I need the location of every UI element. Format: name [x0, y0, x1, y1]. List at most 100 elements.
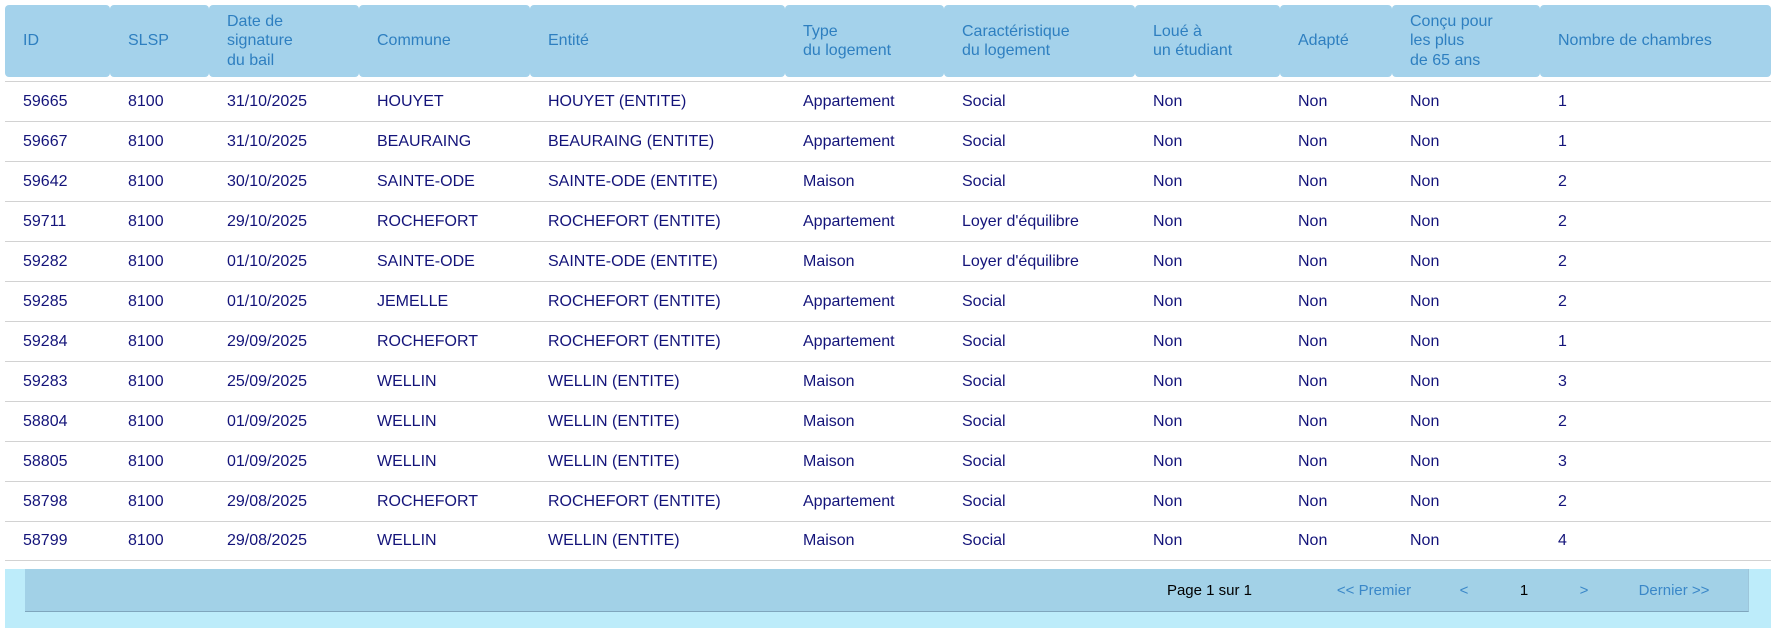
cell-loue-etudiant: Non [1153, 492, 1183, 510]
table-row[interactable]: 59283 8100 25/09/2025 WELLIN WELLIN (ENTITE)… [5, 361, 1771, 401]
cell-type-logement: Maison [803, 172, 855, 190]
column-header-label: SLSP [128, 32, 169, 50]
cell-nombre-chambres: 2 [1558, 292, 1567, 310]
cell-concu-65-ans: Non [1410, 132, 1440, 150]
lease-table-body: 59665 8100 31/10/2025 HOUYET HOUYET (ENTITE)… [5, 77, 1771, 561]
table-row[interactable]: 58804 8100 01/09/2025 WELLIN WELLIN (ENTITE)… [5, 401, 1771, 441]
cell-loue-etudiant: Non [1153, 412, 1183, 430]
cell-loue-etudiant: Non [1153, 92, 1183, 110]
table-row[interactable]: 58805 8100 01/09/2025 WELLIN WELLIN (ENTITE)… [5, 441, 1771, 481]
last-page-button[interactable]: Dernier >> [1638, 581, 1710, 599]
column-header-loue-etudiant[interactable]: Loué à un étudiant [1135, 5, 1280, 77]
cell-id: 59642 [23, 172, 68, 190]
cell-entite: HOUYET (ENTITE) [548, 92, 687, 110]
column-header-label: Nombre de chambres [1558, 32, 1712, 50]
table-row[interactable]: 59284 8100 29/09/2025 ROCHEFORT ROCHEFORT (E… [5, 321, 1771, 361]
cell-id: 59284 [23, 332, 68, 350]
cell-type-logement: Appartement [803, 332, 895, 350]
cell-entite: WELLIN (ENTITE) [548, 412, 680, 430]
column-header-entite[interactable]: Entité [530, 5, 785, 77]
cell-nombre-chambres: 2 [1558, 172, 1567, 190]
cell-commune: WELLIN [377, 412, 437, 430]
column-header-id[interactable]: ID [5, 5, 110, 77]
next-page-button[interactable]: > [1579, 581, 1589, 599]
column-header-adapte[interactable]: Adapté [1280, 5, 1392, 77]
cell-slsp: 8100 [128, 252, 164, 270]
cell-commune: SAINTE-ODE [377, 252, 475, 270]
cell-nombre-chambres: 3 [1558, 372, 1567, 390]
cell-date-signature-bail: 01/10/2025 [227, 292, 308, 310]
cell-type-logement: Maison [803, 252, 855, 270]
cell-adapte: Non [1298, 412, 1328, 430]
column-header-label: Adapté [1298, 32, 1349, 50]
cell-slsp: 8100 [128, 412, 164, 430]
cell-adapte: Non [1298, 332, 1328, 350]
cell-date-signature-bail: 25/09/2025 [227, 372, 308, 390]
column-header-label: Conçu pour les plus de 65 ans [1410, 13, 1493, 69]
column-header-nombre-chambres[interactable]: Nombre de chambres [1540, 5, 1771, 77]
cell-type-logement: Maison [803, 452, 855, 470]
cell-caracteristique-logement: Social [962, 412, 1006, 430]
cell-nombre-chambres: 3 [1558, 452, 1567, 470]
table-row[interactable]: 59282 8100 01/10/2025 SAINTE-ODE SAINTE-ODE … [5, 241, 1771, 281]
cell-slsp: 8100 [128, 452, 164, 470]
cell-id: 59665 [23, 92, 68, 110]
cell-caracteristique-logement: Loyer d'équilibre [962, 252, 1079, 270]
cell-type-logement: Appartement [803, 292, 895, 310]
table-row[interactable]: 59711 8100 29/10/2025 ROCHEFORT ROCHEFORT (E… [5, 201, 1771, 241]
cell-id: 59282 [23, 252, 68, 270]
cell-nombre-chambres: 2 [1558, 412, 1567, 430]
cell-entite: ROCHEFORT (ENTITE) [548, 492, 721, 510]
table-row[interactable]: 58799 8100 29/08/2025 WELLIN WELLIN (ENTITE)… [5, 521, 1771, 561]
cell-nombre-chambres: 2 [1558, 492, 1567, 510]
cell-slsp: 8100 [128, 492, 164, 510]
cell-loue-etudiant: Non [1153, 132, 1183, 150]
cell-nombre-chambres: 1 [1558, 92, 1567, 110]
cell-entite: ROCHEFORT (ENTITE) [548, 332, 721, 350]
table-row[interactable]: 59665 8100 31/10/2025 HOUYET HOUYET (ENTITE)… [5, 81, 1771, 121]
cell-commune: ROCHEFORT [377, 332, 479, 350]
cell-loue-etudiant: Non [1153, 212, 1183, 230]
cell-adapte: Non [1298, 452, 1328, 470]
cell-loue-etudiant: Non [1153, 332, 1183, 350]
cell-entite: SAINTE-ODE (ENTITE) [548, 172, 718, 190]
table-row[interactable]: 59642 8100 30/10/2025 SAINTE-ODE SAINTE-ODE … [5, 161, 1771, 201]
cell-id: 58805 [23, 452, 68, 470]
cell-caracteristique-logement: Loyer d'équilibre [962, 212, 1079, 230]
cell-slsp: 8100 [128, 92, 164, 110]
column-header-commune[interactable]: Commune [359, 5, 530, 77]
column-header-concu-65-ans[interactable]: Conçu pour les plus de 65 ans [1392, 5, 1540, 77]
column-header-label: ID [23, 32, 39, 50]
pagination-band: Page 1 sur 1 << Premier < 1 > Dernier >> [5, 569, 1771, 628]
cell-caracteristique-logement: Social [962, 532, 1006, 549]
cell-adapte: Non [1298, 92, 1328, 110]
column-header-slsp[interactable]: SLSP [110, 5, 209, 77]
table-row[interactable]: 59667 8100 31/10/2025 BEAURAING BEAURAING (E… [5, 121, 1771, 161]
column-header-date-signature-bail[interactable]: Date de signature du bail [209, 5, 359, 77]
table-header-row: ID SLSP Date de signature du bail Commune En… [5, 5, 1771, 77]
first-page-button[interactable]: << Premier [1336, 581, 1412, 599]
cell-id: 59285 [23, 292, 68, 310]
cell-nombre-chambres: 4 [1558, 532, 1567, 549]
table-row[interactable]: 58798 8100 29/08/2025 ROCHEFORT ROCHEFORT (E… [5, 481, 1771, 521]
column-header-label: Caractéristique du logement [962, 22, 1070, 59]
cell-commune: WELLIN [377, 532, 437, 549]
cell-caracteristique-logement: Social [962, 452, 1006, 470]
previous-page-button[interactable]: < [1459, 581, 1469, 599]
current-page-number[interactable]: 1 [1519, 581, 1529, 599]
cell-concu-65-ans: Non [1410, 332, 1440, 350]
table-row[interactable]: 59285 8100 01/10/2025 JEMELLE ROCHEFORT (ENT… [5, 281, 1771, 321]
column-header-caracteristique-logement[interactable]: Caractéristique du logement [944, 5, 1135, 77]
cell-date-signature-bail: 31/10/2025 [227, 132, 308, 150]
cell-caracteristique-logement: Social [962, 172, 1006, 190]
column-header-label: Type du logement [803, 22, 892, 59]
cell-type-logement: Appartement [803, 492, 895, 510]
column-header-type-logement[interactable]: Type du logement [785, 5, 944, 77]
cell-loue-etudiant: Non [1153, 172, 1183, 190]
cell-date-signature-bail: 29/10/2025 [227, 212, 308, 230]
cell-adapte: Non [1298, 172, 1328, 190]
cell-adapte: Non [1298, 492, 1328, 510]
cell-id: 59667 [23, 132, 68, 150]
cell-loue-etudiant: Non [1153, 532, 1183, 549]
